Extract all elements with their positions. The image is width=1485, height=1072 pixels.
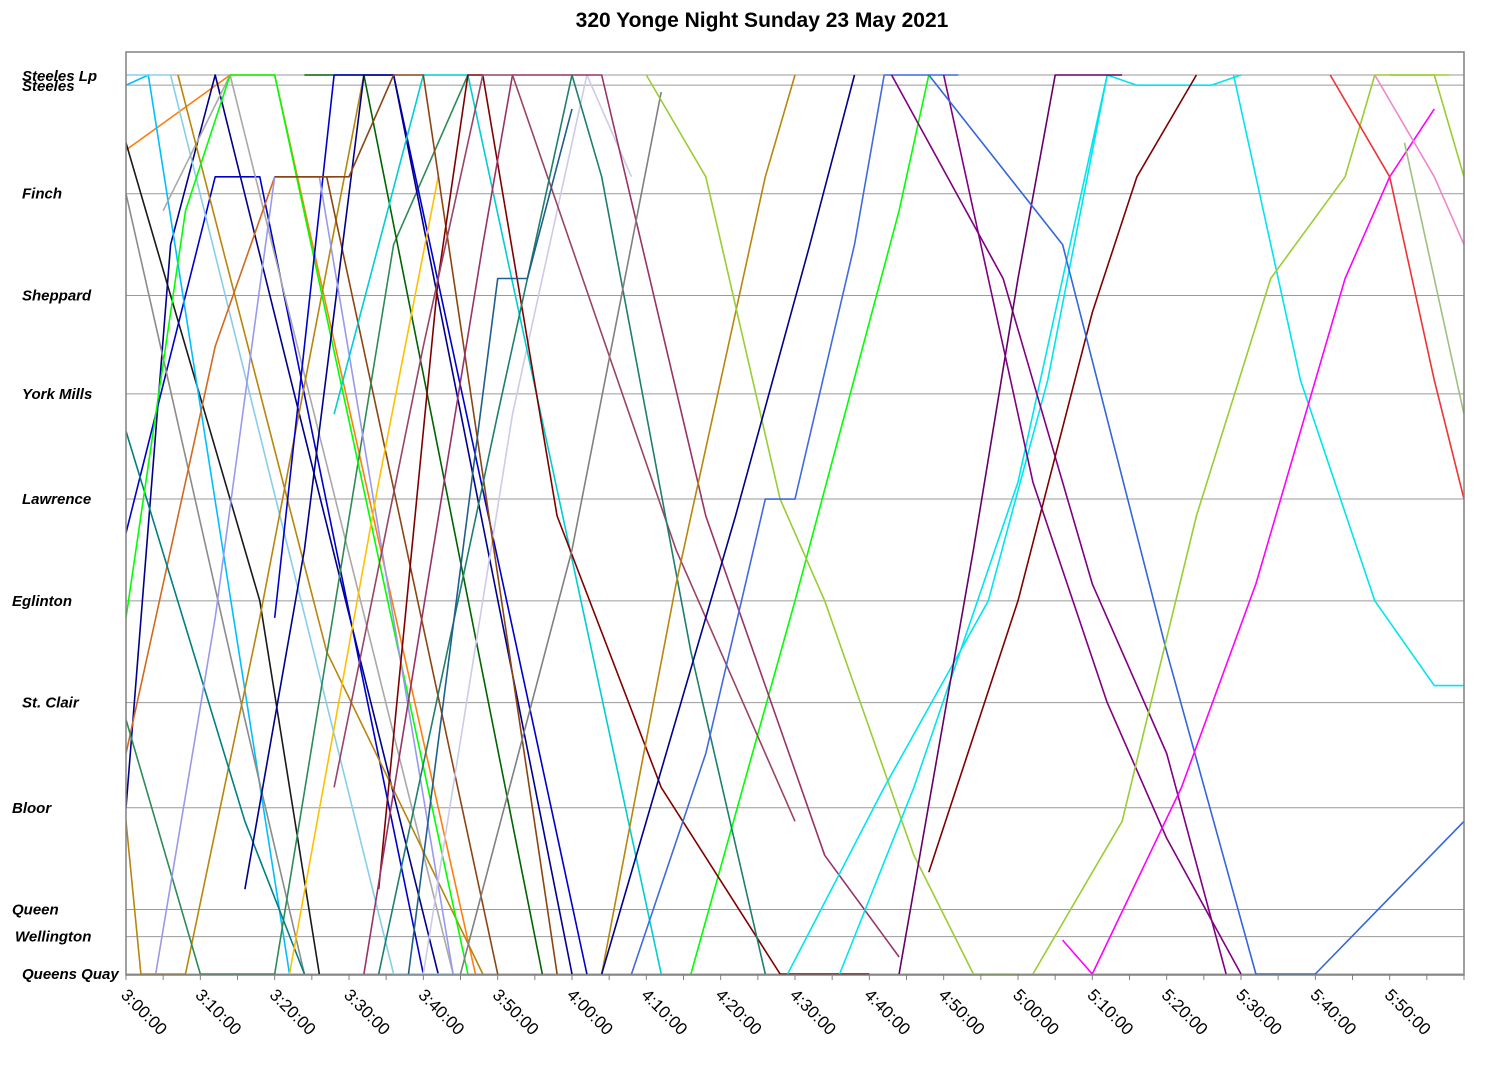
trip-line (407, 108, 573, 975)
series-layer (126, 74, 1464, 975)
x-tick-label: 4:00:00 (563, 985, 617, 1039)
trip-line (126, 74, 468, 975)
stop-label: Queens Quay (22, 966, 119, 983)
stop-label: Steeles Lp (22, 68, 97, 85)
trip-line (126, 176, 335, 754)
trip-line (377, 74, 870, 975)
trip-line (1232, 74, 1464, 687)
trip-line (786, 74, 1242, 975)
trip-line (126, 176, 425, 975)
trip-line (363, 74, 900, 975)
trip-line (288, 176, 439, 975)
trip-line (630, 74, 959, 975)
stop-label: Queen (12, 902, 59, 919)
x-tick-label: 5:50:00 (1381, 985, 1435, 1039)
trip-line (126, 430, 306, 975)
x-tick-label: 5:10:00 (1084, 985, 1138, 1039)
x-tick-label: 4:30:00 (786, 985, 840, 1039)
stop-label: Bloor (12, 800, 52, 817)
trip-line (838, 74, 1108, 975)
x-tick-label: 4:40:00 (861, 985, 915, 1039)
plot-frame (125, 51, 1465, 976)
chart-title: 320 Yonge Night Sunday 23 May 2021 (576, 9, 949, 32)
trip-line (942, 74, 1242, 975)
trip-line (377, 74, 767, 975)
trip-line (890, 74, 1227, 975)
trip-line (1032, 74, 1450, 975)
stop-label: Lawrence (22, 491, 91, 508)
stop-label: Finch (22, 186, 62, 203)
x-tick-label: 5:20:00 (1158, 985, 1212, 1039)
trip-line (1389, 74, 1464, 178)
trip-line (126, 193, 306, 975)
trip-line (1061, 108, 1435, 975)
trip-line (459, 91, 662, 975)
trip-line (928, 74, 1464, 975)
trip-line (600, 74, 796, 975)
x-tick-label: 3:40:00 (415, 985, 469, 1039)
trip-line (1329, 74, 1464, 500)
x-tick-label: 5:40:00 (1307, 985, 1361, 1039)
trip-line (274, 74, 558, 975)
x-tick-label: 4:50:00 (935, 985, 989, 1039)
x-tick-label: 4:20:00 (712, 985, 766, 1039)
trip-line (1374, 74, 1464, 245)
trip-line (690, 74, 930, 975)
trip-line (422, 74, 633, 975)
trip-line (600, 74, 856, 975)
trip-line (126, 74, 469, 975)
x-tick-label: 3:50:00 (489, 985, 543, 1039)
trip-line (333, 74, 662, 975)
x-tick-label: 3:30:00 (340, 985, 394, 1039)
stop-label: Sheppard (22, 288, 92, 305)
trip-line (928, 74, 1198, 873)
time-axis: 3:00:00 3:10:00 3:20:00 3:30:00 3:40:00 3:50:… (117, 974, 1465, 1039)
stop-label: St. Clair (22, 695, 80, 712)
stop-label: Steeles (22, 78, 75, 95)
x-tick-label: 5:00:00 (1009, 985, 1063, 1039)
trip-line (126, 142, 321, 975)
stop-label: York Mills (22, 386, 92, 403)
trip-line (898, 74, 1123, 975)
x-tick-label: 4:10:00 (638, 985, 692, 1039)
x-tick-label: 3:00:00 (117, 985, 171, 1039)
trip-line (645, 74, 1018, 975)
stop-label: Eglinton (12, 593, 72, 610)
x-tick-label: 3:10:00 (192, 985, 246, 1039)
trip-line (244, 74, 573, 975)
x-tick-label: 5:30:00 (1232, 985, 1286, 1039)
trip-line (325, 176, 499, 975)
x-tick-label: 3:20:00 (266, 985, 320, 1039)
trip-line (126, 74, 439, 975)
stop-label: Wellington (15, 929, 91, 946)
trip-line (333, 74, 796, 822)
trip-line (1403, 142, 1464, 415)
